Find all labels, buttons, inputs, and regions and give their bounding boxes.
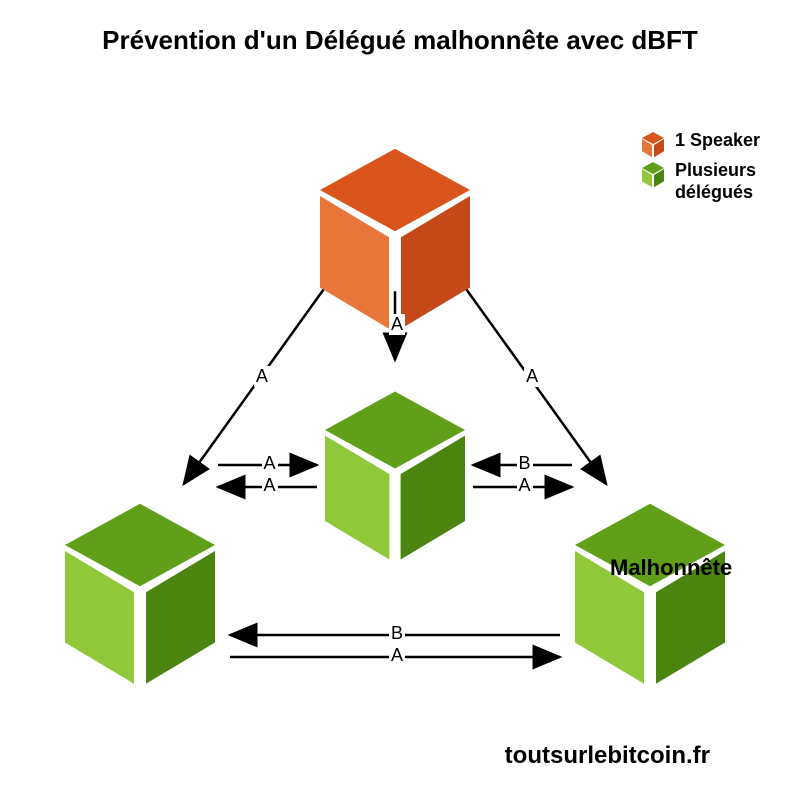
edge-label: B bbox=[517, 453, 533, 474]
edge-label: A bbox=[254, 366, 270, 387]
edge-label: A bbox=[389, 314, 405, 335]
legend-delegates-text: Plusieurs délégués bbox=[675, 160, 756, 203]
cube-right bbox=[575, 504, 725, 684]
diagram-canvas bbox=[0, 0, 800, 800]
legend-speaker-row: 1 Speaker bbox=[639, 130, 760, 158]
footer-url: toutsurlebitcoin.fr bbox=[505, 742, 710, 770]
edge-label: A bbox=[262, 475, 278, 496]
edge-label: A bbox=[389, 645, 405, 666]
cube-icon bbox=[639, 130, 667, 158]
edge-label: A bbox=[262, 453, 278, 474]
edge-label: B bbox=[389, 623, 405, 644]
cube-icon bbox=[639, 160, 667, 188]
legend-delegates-row: Plusieurs délégués bbox=[639, 160, 760, 203]
malhonnete-label: Malhonnête bbox=[610, 555, 732, 581]
edge-label: A bbox=[524, 366, 540, 387]
legend: 1 Speaker Plusieurs délégués bbox=[639, 130, 760, 205]
legend-speaker-text: 1 Speaker bbox=[675, 130, 760, 152]
cube-left bbox=[65, 504, 215, 684]
cube-center bbox=[325, 392, 465, 560]
edge-label: A bbox=[517, 475, 533, 496]
